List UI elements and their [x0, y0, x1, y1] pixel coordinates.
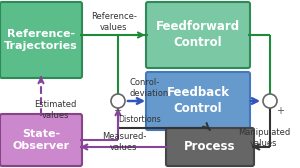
- Circle shape: [111, 94, 125, 108]
- Text: Feedforward
Control: Feedforward Control: [156, 20, 240, 50]
- Text: Feedback
Control: Feedback Control: [167, 87, 230, 116]
- Text: Conrol-
deviation: Conrol- deviation: [130, 78, 169, 98]
- Text: Estimated
values: Estimated values: [34, 100, 76, 120]
- FancyBboxPatch shape: [0, 114, 82, 166]
- Text: Measured-
values: Measured- values: [102, 132, 146, 152]
- Circle shape: [263, 94, 277, 108]
- Text: −: −: [114, 106, 122, 116]
- FancyBboxPatch shape: [166, 128, 254, 166]
- Text: Manipulated
values: Manipulated values: [238, 128, 290, 148]
- Text: State-
Observer: State- Observer: [12, 129, 70, 151]
- Text: Reference-
values: Reference- values: [91, 12, 137, 32]
- FancyBboxPatch shape: [146, 2, 250, 68]
- Text: Distortions: Distortions: [118, 116, 161, 124]
- FancyBboxPatch shape: [0, 2, 82, 78]
- Text: +: +: [276, 106, 284, 116]
- Text: Reference-
Trajectories: Reference- Trajectories: [4, 29, 78, 51]
- Text: Process: Process: [184, 140, 236, 154]
- FancyBboxPatch shape: [146, 72, 250, 130]
